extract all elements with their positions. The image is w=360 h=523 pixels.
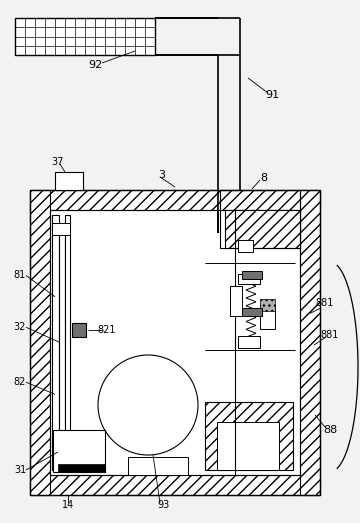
Text: 37: 37 <box>51 157 63 167</box>
Bar <box>65 215 70 470</box>
Bar <box>220 190 300 248</box>
Bar <box>225 210 300 248</box>
Bar <box>72 323 86 337</box>
Bar <box>30 475 320 495</box>
Text: 3: 3 <box>158 170 166 180</box>
Bar <box>217 422 279 470</box>
Text: 81: 81 <box>14 270 26 280</box>
Bar <box>52 215 59 470</box>
Text: 14: 14 <box>62 500 74 510</box>
Text: 93: 93 <box>157 500 169 510</box>
Text: 31: 31 <box>14 465 26 475</box>
Bar <box>205 402 293 470</box>
Text: 881: 881 <box>316 298 334 308</box>
Bar <box>242 271 262 279</box>
Bar <box>15 18 155 55</box>
Text: 88: 88 <box>323 425 337 435</box>
Text: 881: 881 <box>321 330 339 340</box>
Bar <box>30 190 320 210</box>
Bar <box>55 172 83 190</box>
Bar <box>238 336 260 348</box>
Text: 32: 32 <box>14 322 26 332</box>
Bar <box>50 210 300 475</box>
Bar <box>300 190 320 495</box>
Text: 82: 82 <box>14 377 26 387</box>
Bar <box>59 225 65 460</box>
Text: 91: 91 <box>265 90 279 100</box>
Bar <box>30 190 50 495</box>
Bar <box>58 464 105 472</box>
Bar <box>260 299 275 311</box>
Bar <box>260 304 275 329</box>
Text: 8: 8 <box>260 173 267 183</box>
Bar <box>238 241 253 253</box>
Text: 821: 821 <box>98 325 116 335</box>
Bar <box>53 430 105 472</box>
Bar <box>128 457 188 475</box>
Bar <box>242 308 262 316</box>
Bar <box>230 286 242 316</box>
Bar <box>238 274 260 284</box>
Bar <box>52 223 70 235</box>
Text: 92: 92 <box>88 60 102 70</box>
